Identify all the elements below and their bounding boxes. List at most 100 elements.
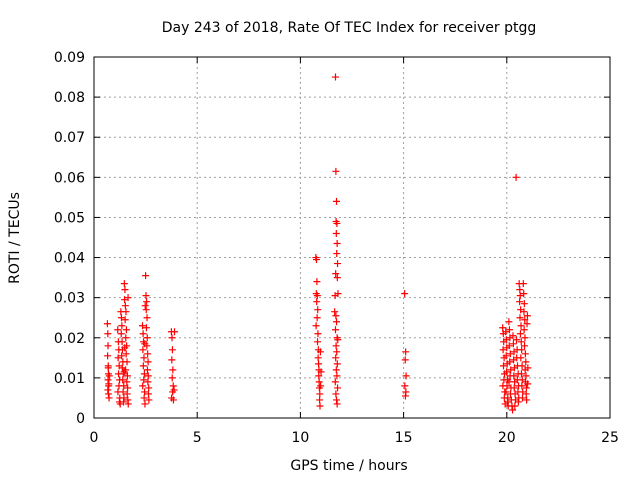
data-point — [104, 376, 112, 384]
data-point — [140, 394, 148, 402]
grid-lines — [94, 57, 610, 418]
data-point — [313, 298, 321, 306]
data-point — [314, 354, 322, 362]
x-tick-label: 15 — [395, 430, 413, 446]
data-point — [503, 382, 511, 390]
plot-frame — [93, 56, 611, 419]
y-tick-label: 0.07 — [54, 130, 85, 146]
data-point — [121, 286, 129, 294]
data-point — [140, 376, 148, 384]
data-point — [520, 290, 528, 298]
data-point — [505, 326, 513, 334]
data-point — [520, 308, 528, 316]
data-point — [316, 402, 324, 410]
y-tick-label: 0.09 — [54, 50, 85, 66]
y-tick-labels: 0 0.01 0.02 0.03 0.04 0.05 0.06 0.07 0.08 0.09 — [54, 50, 85, 427]
data-point — [513, 336, 521, 344]
data-point — [168, 334, 176, 342]
data-point — [516, 298, 524, 306]
data-point — [333, 360, 341, 368]
y-tick-label: 0.08 — [54, 90, 85, 106]
data-point — [516, 292, 524, 300]
data-point — [334, 260, 342, 268]
data-point — [105, 394, 113, 402]
data-point — [502, 328, 510, 336]
data-point — [123, 378, 131, 386]
data-point — [332, 342, 340, 350]
data-point — [143, 334, 151, 342]
data-point — [143, 298, 151, 306]
y-tick-label: 0.04 — [54, 251, 85, 267]
data-point — [517, 322, 525, 330]
data-point — [168, 374, 176, 382]
data-point — [521, 316, 529, 324]
data-point — [145, 396, 153, 404]
data-point — [516, 286, 524, 294]
data-point — [121, 296, 129, 304]
data-point — [315, 360, 323, 368]
data-point — [124, 294, 132, 302]
x-tick-label: 20 — [498, 430, 516, 446]
axis-ticks — [93, 56, 611, 419]
data-point — [123, 358, 131, 366]
data-point — [313, 278, 321, 286]
data-point — [120, 368, 128, 376]
data-point — [142, 292, 150, 300]
data-point — [502, 388, 510, 396]
data-point — [332, 390, 340, 398]
data-point — [313, 292, 321, 300]
data-point — [510, 384, 518, 392]
data-point — [118, 322, 126, 330]
data-point — [145, 384, 153, 392]
y-tick-label: 0.02 — [54, 331, 85, 347]
data-point — [104, 330, 112, 338]
data-point — [139, 382, 147, 390]
data-point — [402, 372, 410, 380]
data-point — [401, 290, 409, 298]
data-point — [523, 312, 531, 320]
data-point — [402, 348, 410, 356]
data-point — [401, 382, 409, 390]
data-point — [522, 384, 530, 392]
data-point — [517, 354, 525, 362]
data-point — [523, 396, 531, 404]
data-point — [169, 382, 177, 390]
data-point — [122, 326, 130, 334]
y-tick-label: 0.06 — [54, 170, 85, 186]
data-point — [314, 338, 322, 346]
data-point — [123, 372, 131, 380]
data-point — [139, 330, 147, 338]
data-point — [333, 400, 341, 408]
y-axis-label: ROTI / TECUs — [7, 192, 23, 284]
data-point — [519, 280, 527, 288]
data-point — [507, 366, 515, 374]
data-point — [315, 378, 323, 386]
data-points — [103, 73, 532, 414]
data-point — [139, 362, 147, 370]
data-point — [312, 322, 320, 330]
data-point — [168, 346, 176, 354]
data-point — [503, 398, 511, 406]
data-point — [520, 326, 528, 334]
data-point — [104, 352, 112, 360]
data-point — [144, 378, 152, 386]
data-point — [333, 197, 341, 205]
data-point — [169, 396, 177, 404]
data-point — [524, 380, 532, 388]
data-point — [332, 312, 340, 320]
data-point — [117, 330, 125, 338]
data-point — [170, 328, 178, 336]
data-point — [518, 362, 526, 370]
data-point — [141, 388, 149, 396]
data-point — [120, 280, 128, 288]
data-point — [317, 368, 325, 376]
data-point — [505, 318, 513, 326]
data-point — [121, 344, 129, 352]
data-point — [503, 368, 511, 376]
data-point — [517, 370, 525, 378]
data-point — [122, 308, 130, 316]
data-point — [142, 324, 150, 332]
data-point — [401, 356, 409, 364]
data-point — [120, 382, 128, 390]
